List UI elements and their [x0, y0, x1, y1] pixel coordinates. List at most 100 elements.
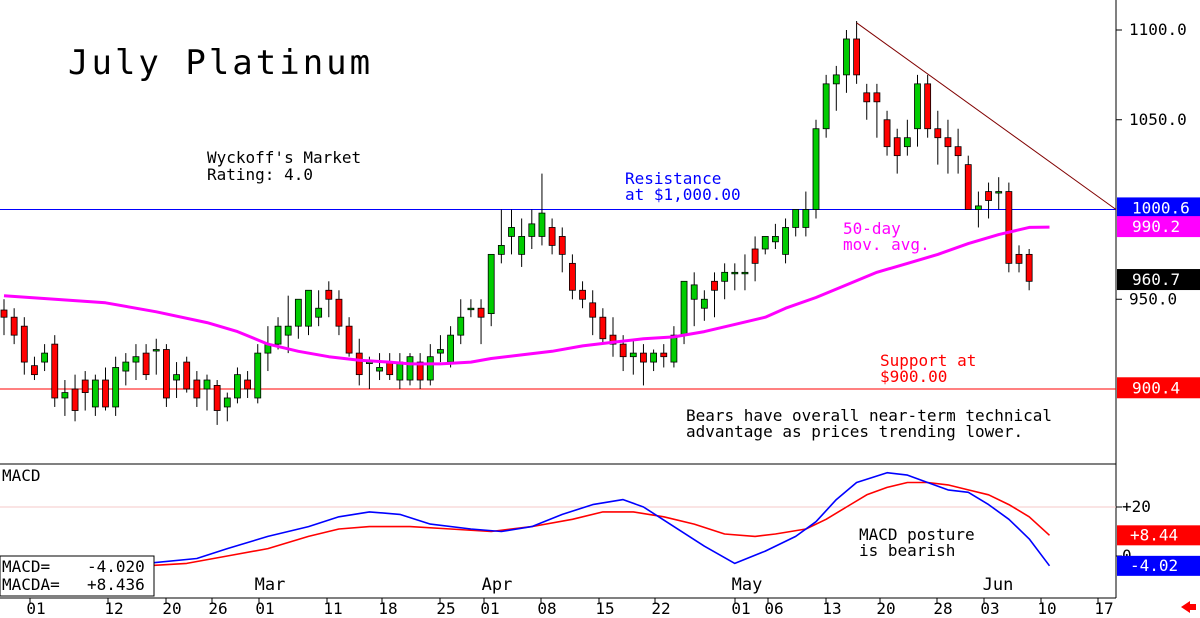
candle-body — [863, 92, 871, 103]
candle-body — [1025, 253, 1033, 282]
resistance-label-2: at $1,000.00 — [625, 185, 741, 204]
candle-body — [254, 352, 262, 399]
date-tick-label: 03 — [980, 599, 999, 618]
macd-readout-label: MACD= — [2, 557, 50, 576]
candle-body — [589, 302, 597, 318]
left-arrow-icon[interactable] — [1181, 601, 1196, 613]
candle-body — [497, 244, 505, 255]
candle-body — [1005, 191, 1013, 264]
candle-body — [274, 325, 282, 345]
candle-body — [20, 325, 28, 363]
macda-readout-value: +8.436 — [87, 575, 145, 594]
candle-body — [162, 349, 170, 399]
candle-body — [985, 191, 992, 201]
support-label-2: $900.00 — [880, 367, 947, 386]
candle-body — [183, 361, 191, 390]
date-tick-label: 20 — [876, 599, 895, 618]
candle-body — [924, 83, 932, 130]
candle-body — [416, 361, 424, 381]
ma-label-1: 50-day — [843, 219, 901, 238]
price-tick-label: 1050.0 — [1129, 110, 1187, 129]
date-tick-label: 22 — [651, 599, 670, 618]
candle-body — [234, 374, 241, 399]
candle-body — [700, 298, 708, 309]
candle-body — [680, 280, 688, 336]
macd-readout-value: -4.020 — [87, 557, 145, 576]
candle-body — [782, 227, 789, 255]
rating-line-1: Wyckoff's Market — [207, 148, 361, 167]
price-tick-label: 1100.0 — [1129, 20, 1187, 39]
moving-average-line — [3, 225, 1050, 366]
price-badge-label: 1000.6 — [1132, 198, 1190, 217]
candle-body — [934, 128, 942, 139]
macd-panel-title: MACD — [2, 466, 41, 485]
candle-body — [731, 271, 739, 275]
date-tick-label: 01 — [26, 599, 45, 618]
price-badge-label: 900.4 — [1132, 378, 1180, 397]
candle-body — [650, 352, 657, 363]
candle-body — [386, 361, 394, 376]
candle-body — [599, 316, 607, 340]
macd-posture-2: is bearish — [859, 541, 955, 560]
candle-body — [822, 83, 830, 130]
candle-body — [173, 374, 180, 381]
date-tick-label: 08 — [537, 599, 556, 618]
candle-body — [670, 334, 678, 363]
price-badge — [1117, 216, 1200, 238]
candle-body — [873, 92, 881, 103]
macd-readout-box — [0, 555, 155, 597]
commentary-line-1: Bears have overall near-term technical — [686, 406, 1052, 425]
candle-body — [964, 164, 972, 210]
date-tick-label: 26 — [208, 599, 227, 618]
support-label-1: Support at — [880, 351, 976, 370]
candle-body — [609, 334, 617, 345]
candle-body — [944, 137, 952, 148]
chart-title: July Platinum — [68, 43, 373, 83]
candle-body — [467, 307, 475, 311]
date-tick-label: 28 — [933, 599, 952, 618]
candle-body — [396, 361, 404, 381]
date-tick-label: 01 — [731, 599, 750, 618]
macd-badge — [1117, 555, 1200, 576]
trendline — [856, 22, 1117, 210]
candle-body — [812, 128, 820, 210]
candle-body — [426, 356, 434, 381]
candle-body — [437, 349, 444, 354]
ma-label-2: mov. avg. — [843, 235, 930, 254]
candle-body — [843, 38, 850, 76]
candle-body — [711, 280, 718, 291]
candle-body — [325, 289, 333, 300]
candle-body — [1015, 253, 1023, 264]
candle-body — [447, 334, 455, 363]
candle-body — [132, 356, 140, 363]
candle-body — [477, 307, 485, 318]
candle-body — [751, 248, 759, 264]
candle-body — [457, 316, 465, 336]
macd-line — [3, 471, 1051, 587]
date-tick-label: 20 — [162, 599, 181, 618]
candle-body — [305, 289, 312, 327]
candle-body — [772, 236, 779, 243]
candle-body — [741, 271, 749, 275]
candle-body — [142, 352, 150, 376]
date-tick-label: 01 — [480, 599, 499, 618]
macd-badge — [1117, 525, 1200, 546]
month-label: Mar — [255, 575, 286, 595]
candle-body — [0, 309, 8, 318]
candle-body — [792, 209, 800, 228]
candle-body — [721, 271, 729, 282]
candle-body — [315, 307, 323, 318]
macda-readout-label: MACDA= — [2, 575, 60, 594]
price-badge — [1117, 269, 1200, 291]
price-badge — [1117, 377, 1200, 399]
candle-body — [102, 379, 109, 408]
candle-body — [660, 352, 668, 358]
candle-body — [548, 227, 556, 246]
candle-body — [914, 83, 921, 130]
candle-body — [761, 236, 769, 250]
date-tick-label: 17 — [1094, 599, 1113, 618]
candle-body — [518, 236, 526, 255]
date-tick-label: 18 — [378, 599, 397, 618]
candle-body — [903, 137, 911, 148]
